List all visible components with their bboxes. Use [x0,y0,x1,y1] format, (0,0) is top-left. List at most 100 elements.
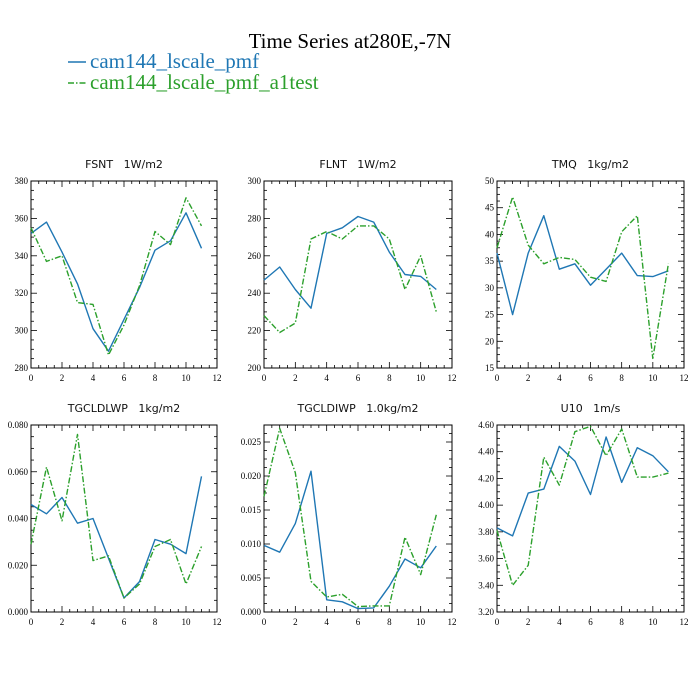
y-tick-label: 4.40 [478,447,494,457]
x-tick-label: 6 [356,373,361,383]
chart-panel-4: TGCLDIWP 1.0kg/m2 0 2 4 6 8 10 12 0.000 0.005 0.01… [241,402,457,627]
x-tick-label: 10 [648,617,658,627]
y-tick-label: 35 [485,256,495,266]
y-tick-label: 380 [15,176,29,186]
y-tick-label: 0.020 [8,560,29,570]
y-tick-label: 15 [485,363,495,373]
y-tick-label: 3.40 [478,580,494,590]
figure-title: Time Series at280E,-7N [249,29,452,53]
y-tick-label: 3.80 [478,527,494,537]
x-tick-label: 12 [213,373,222,383]
chart-panels: FSNT 1W/m20 2 4 6 8 10 12280300320340360380FLN… [8,158,689,627]
x-tick-label: 2 [526,373,531,383]
y-tick-label: 280 [15,363,29,373]
series-line-0 [30,212,203,352]
y-tick-label: 3.60 [478,554,494,564]
x-tick-label: 6 [122,373,127,383]
x-tick-label: 12 [448,617,457,627]
y-tick-label: 30 [485,283,495,293]
chart-panel-2: TMQ 1kg/m2 0 2 4 6 8 10 12 15 20 25 30 35 40 45 50 [485,158,689,383]
x-tick-label: 0 [495,617,500,627]
series-line-1 [30,197,203,356]
y-tick-label: 0.000 [241,607,262,617]
x-tick-label: 0 [495,373,500,383]
x-tick-label: 10 [416,373,426,383]
y-tick-label: 50 [485,176,495,186]
y-tick-label: 40 [485,229,495,239]
series-line-0 [263,470,437,610]
x-tick-label: 6 [356,617,361,627]
x-tick-label: 10 [182,373,192,383]
y-tick-label: 340 [15,251,29,261]
panel-title: U10 1m/s [561,402,621,415]
series-line-0 [496,436,669,537]
legend-label-1: cam144_lscale_pmf_a1test [90,70,319,94]
chart-panel-1: FLNT 1W/m2 0 2 4 6 8 10 12 200 220 240 260 280 300 [248,158,457,383]
x-tick-label: 2 [60,373,65,383]
x-tick-label: 8 [387,373,392,383]
x-tick-label: 2 [293,617,298,627]
legend-label-0: cam144_lscale_pmf [90,49,259,73]
panel-title: TGCLDIWP 1.0kg/m2 [296,402,418,415]
y-tick-label: 260 [248,251,262,261]
series-line-1 [263,427,437,608]
x-tick-label: 8 [619,373,624,383]
y-tick-label: 20 [485,336,495,346]
y-tick-label: 0.025 [241,437,262,447]
y-tick-label: 3.20 [478,607,494,617]
x-tick-label: 0 [262,373,267,383]
x-tick-label: 10 [416,617,426,627]
y-tick-label: 4.20 [478,473,494,483]
panel-title: TGCLDLWP 1kg/m2 [67,402,180,415]
y-tick-label: 0.000 [8,607,29,617]
x-tick-label: 6 [588,373,593,383]
x-tick-label: 4 [557,617,562,627]
y-tick-label: 45 [485,203,495,213]
y-tick-label: 200 [248,363,262,373]
y-tick-label: 0.040 [8,514,29,524]
y-tick-label: 280 [248,213,262,223]
series-line-0 [263,215,437,309]
x-tick-label: 8 [619,617,624,627]
series-line-0 [496,214,669,316]
series-line-1 [30,433,203,599]
x-tick-label: 10 [182,617,192,627]
x-tick-label: 4 [324,617,329,627]
y-tick-label: 25 [485,310,495,320]
x-tick-label: 12 [680,617,689,627]
panel-title: FLNT 1W/m2 [319,158,396,171]
series-line-1 [496,196,670,360]
y-tick-label: 300 [248,176,262,186]
panel-title: TMQ 1kg/m2 [551,158,629,171]
x-tick-label: 0 [29,373,34,383]
series-line-1 [496,425,669,586]
x-tick-label: 2 [526,617,531,627]
chart-panel-0: FSNT 1W/m2 0 2 4 6 8 10 12 280 300 320 340 360 380 [15,158,222,383]
x-tick-label: 6 [122,617,127,627]
x-tick-label: 2 [60,617,65,627]
x-tick-label: 8 [153,373,158,383]
x-tick-label: 0 [262,617,267,627]
x-tick-label: 12 [448,373,457,383]
y-tick-label: 4.00 [478,500,494,510]
x-tick-label: 4 [557,373,562,383]
y-tick-label: 300 [15,326,29,336]
y-tick-label: 360 [15,213,29,223]
x-tick-label: 8 [153,617,158,627]
y-tick-label: 240 [248,288,262,298]
y-tick-label: 0.020 [241,471,262,481]
y-tick-label: 4.60 [478,420,494,430]
x-tick-label: 0 [29,617,34,627]
x-tick-label: 4 [91,617,96,627]
x-tick-label: 12 [680,373,689,383]
y-tick-label: 0.010 [241,539,262,549]
x-tick-label: 8 [387,617,392,627]
chart-panel-3: TGCLDLWP 1kg/m2 0 2 4 6 8 10 12 0.000 0.020 0.040 0… [8,402,222,627]
series-line-1 [263,225,437,334]
y-tick-label: 0.080 [8,420,29,430]
chart-panel-5: U10 1m/s 0 2 4 6 8 10 12 3.20 3.40 3.60 3.80 4.00 4.2… [478,402,688,627]
y-tick-label: 220 [248,326,262,336]
x-tick-label: 2 [293,373,298,383]
